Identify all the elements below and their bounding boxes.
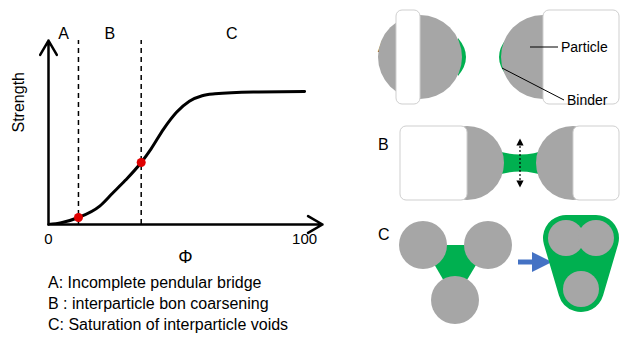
html-text:A: Incomplete pendular bridge: A: Incomplete pendular bridge xyxy=(48,274,262,291)
svg-text:C: C xyxy=(378,226,390,243)
svg-text:0: 0 xyxy=(44,230,52,247)
svg-text:B: B xyxy=(104,25,115,42)
html-text:C: Saturation of interparticle: C: Saturation of interparticle voids xyxy=(48,316,289,333)
svg-text:A: A xyxy=(378,38,389,55)
svg-text:B: B xyxy=(378,136,389,153)
svg-text:C: C xyxy=(226,25,238,42)
svg-text:A: A xyxy=(58,25,69,42)
html-text:B : interparticle bon coarseni: B : interparticle bon coarsening xyxy=(48,295,269,312)
svg-text:Binder: Binder xyxy=(567,92,608,108)
svg-text:Φ: Φ xyxy=(178,247,192,267)
svg-text:Particle: Particle xyxy=(561,39,608,55)
svg-text:Strength: Strength xyxy=(10,72,27,132)
svg-text:100: 100 xyxy=(292,230,317,247)
